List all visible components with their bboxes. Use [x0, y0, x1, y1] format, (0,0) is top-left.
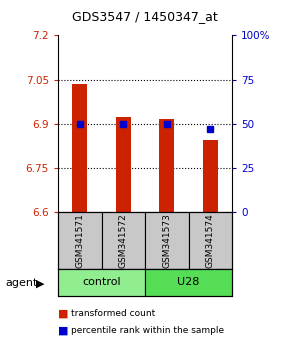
Text: GSM341573: GSM341573 — [162, 213, 171, 268]
Bar — [145, 212, 188, 269]
Bar — [102, 212, 145, 269]
Bar — [58, 212, 102, 269]
Bar — [203, 140, 218, 212]
Bar — [58, 269, 145, 296]
Text: ▶: ▶ — [36, 278, 45, 288]
Text: GSM341574: GSM341574 — [206, 213, 215, 268]
Text: U28: U28 — [177, 277, 200, 287]
Text: ■: ■ — [58, 308, 68, 318]
Text: transformed count: transformed count — [71, 309, 155, 318]
Text: GSM341571: GSM341571 — [75, 213, 84, 268]
Text: GSM341572: GSM341572 — [119, 213, 128, 268]
Bar — [72, 84, 87, 212]
Bar — [188, 212, 232, 269]
Text: agent: agent — [6, 278, 38, 288]
Bar — [116, 116, 131, 212]
Bar — [145, 269, 232, 296]
Text: control: control — [82, 277, 121, 287]
Text: percentile rank within the sample: percentile rank within the sample — [71, 326, 224, 336]
Text: ■: ■ — [58, 326, 68, 336]
Bar — [159, 120, 174, 212]
Text: GDS3547 / 1450347_at: GDS3547 / 1450347_at — [72, 10, 218, 23]
